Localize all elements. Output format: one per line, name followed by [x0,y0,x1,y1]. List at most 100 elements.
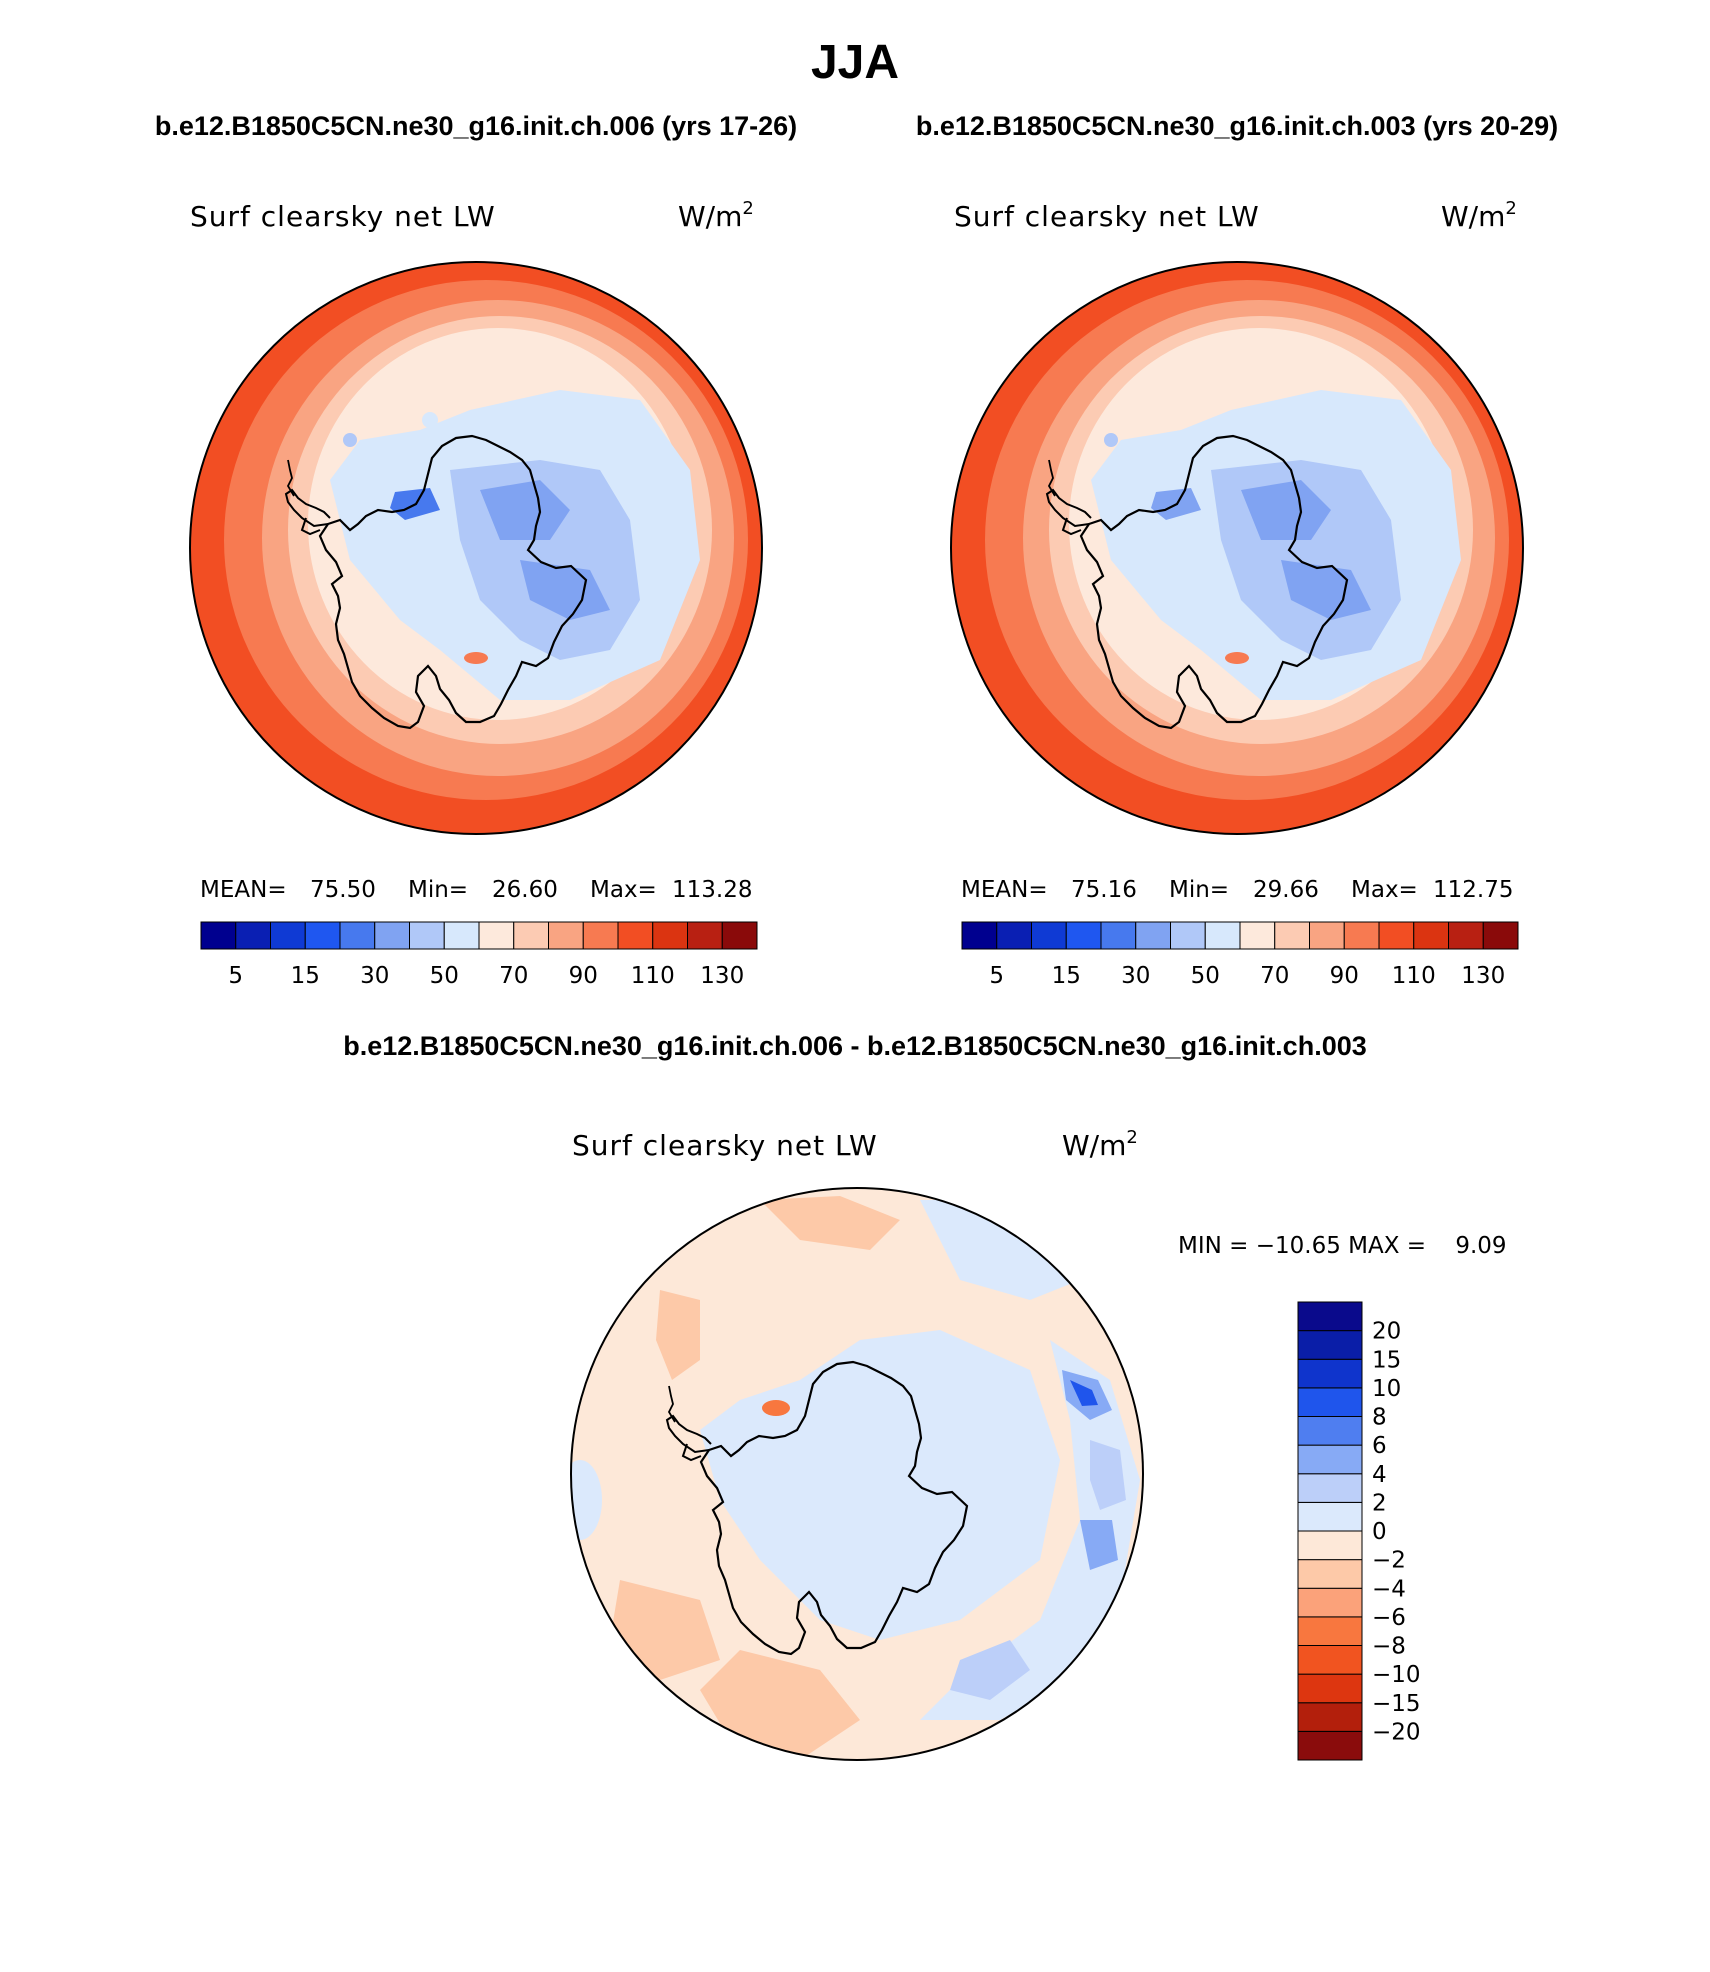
map-case1-border [189,261,763,835]
panel2-max-label: Max= [1351,877,1418,903]
colorbar-box [1297,1444,1363,1475]
colorbar-label: −20 [1372,1719,1421,1745]
season-title: JJA [811,36,899,89]
colorbar-label: 110 [1392,963,1436,989]
colorbar-box [374,921,410,950]
colorbar-box [1343,921,1380,950]
colorbar-box [1297,1473,1363,1503]
colorbar-box [1297,1501,1363,1532]
colorbar-box [1170,921,1206,950]
colorbar-box [1100,921,1137,950]
colorbar-label: 50 [1191,963,1220,989]
colorbar-label: 90 [1330,963,1359,989]
colorbar-box [1297,1559,1363,1589]
colorbar-label: −6 [1372,1605,1406,1631]
colorbar-label: 6 [1372,1433,1387,1459]
colorbar-box [1297,1301,1363,1332]
colorbar-label: 2 [1372,1490,1387,1516]
colorbar-box [1297,1645,1363,1675]
colorbar-label: 130 [700,963,744,989]
panel1-max-label: Max= [590,877,657,903]
colorbar-label: 30 [360,963,389,989]
colorbar-box [1297,1416,1363,1446]
colorbar-label: 5 [989,963,1004,989]
panel2-max-value: 112.75 [1433,877,1513,903]
colorbar-box [1204,921,1241,950]
colorbar-box [1065,921,1102,950]
colorbar-box [1297,1530,1363,1561]
colorbar-box [1309,921,1345,950]
colorbar-box [1239,921,1276,950]
panel2-variable: Surf clearsky net LW [954,200,1260,233]
map-difference-border [570,1187,1144,1761]
map-case2-border [950,261,1524,835]
panel1-mean-value: 75.50 [310,877,376,903]
colorbar-label: 30 [1121,963,1150,989]
panel2-mean-label: MEAN= [961,877,1048,903]
colorbar-box [1413,921,1449,950]
diff-units: W/m2 [1062,1127,1138,1162]
colorbar-case2: 5 15 30 50 70 90 110 130 [961,921,1519,989]
map-case1 [190,262,762,834]
colorbar-box [548,921,584,950]
colorbar-label: 15 [1052,963,1081,989]
colorbar-box [409,921,445,950]
colorbar-label: 8 [1372,1405,1387,1431]
colorbar-box [652,921,688,950]
colorbar-label: −15 [1372,1691,1421,1717]
colorbar-label: 20 [1372,1319,1401,1345]
colorbar-box [235,921,271,950]
diff-minmax: MIN = −10.65 MAX = 9.09 [1178,1233,1507,1259]
colorbar-box [1378,921,1415,950]
colorbar-label: 4 [1372,1462,1387,1488]
colorbar-label: 10 [1372,1376,1401,1402]
colorbar-case1: 5 15 30 50 70 90 110 130 [200,921,758,989]
panel2-mean-value: 75.16 [1071,877,1137,903]
colorbar-box [1297,1358,1363,1389]
colorbar-box [1297,1587,1363,1618]
colorbar-label: 90 [569,963,598,989]
panel1-min-label: Min= [408,877,468,903]
stats-case2: MEAN= 75.16 Min= 29.66 Max= 112.75 [961,877,1513,903]
panel1-variable: Surf clearsky net LW [190,200,496,233]
colorbar-box [1297,1616,1363,1646]
colorbar-label: −10 [1372,1662,1421,1688]
colorbar-box [1297,1673,1363,1704]
panel-case1: Surf clearsky net LW W/m2 MEAN= 75.50 Mi… [189,198,763,989]
colorbar-label: 15 [291,963,320,989]
panel1-units: W/m2 [678,198,754,233]
colorbar-label: −4 [1372,1576,1406,1602]
panel1-min-value: 26.60 [492,877,558,903]
stats-case1: MEAN= 75.50 Min= 26.60 Max= 113.28 [200,877,752,903]
colorbar-box [478,921,515,950]
colorbar-box [200,921,237,950]
case2-title: b.e12.B1850C5CN.ne30_g16.init.ch.003 (yr… [916,111,1558,141]
colorbar-label: −8 [1372,1634,1406,1660]
panel-case2: Surf clearsky net LW W/m2 MEAN= 75.16 Mi… [950,198,1524,989]
colorbar-label: 110 [631,963,675,989]
map-difference [571,1188,1143,1760]
panel2-min-label: Min= [1169,877,1229,903]
colorbar-box [270,921,306,950]
colorbar-box [961,921,998,950]
colorbar-label: 5 [228,963,243,989]
panel2-units: W/m2 [1441,198,1517,233]
case1-title: b.e12.B1850C5CN.ne30_g16.init.ch.006 (yr… [155,111,797,141]
colorbar-box [1297,1730,1363,1761]
colorbar-label: 50 [430,963,459,989]
diff-title: b.e12.B1850C5CN.ne30_g16.init.ch.006 - b… [343,1031,1367,1061]
colorbar-label: 15 [1372,1347,1401,1373]
colorbar-box [617,921,654,950]
colorbar-box [1297,1330,1363,1360]
panel2-min-value: 29.66 [1253,877,1319,903]
colorbar-box [1297,1702,1363,1732]
map-case2 [951,262,1523,834]
colorbar-label: 0 [1372,1519,1387,1545]
colorbar-box [687,921,723,950]
colorbar-label: 130 [1461,963,1505,989]
colorbar-box [304,921,341,950]
colorbar-box [1274,921,1310,950]
colorbar-box [1031,921,1067,950]
